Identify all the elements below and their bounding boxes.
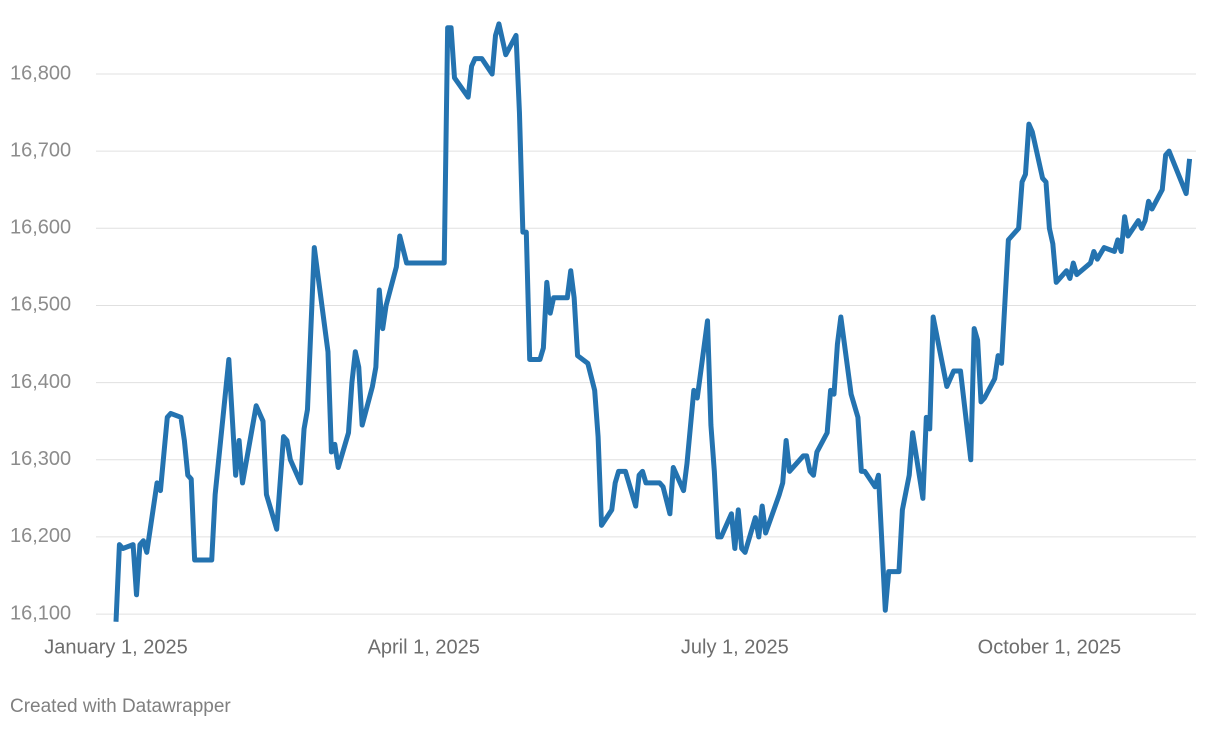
plot [113,21,1193,622]
x-tick-label: October 1, 2025 [978,636,1121,658]
y-tick-label: 16,700 [10,139,71,161]
y-tick-label: 16,800 [10,62,71,84]
y-tick-label: 16,300 [10,448,71,470]
grid: 16,100 16,200 16,300 16,400 16,500 16,600 16,7… [10,62,1196,658]
y-tick-label: 16,100 [10,602,71,624]
line [113,21,1193,622]
y-tick-label: 16,500 [10,294,71,316]
credit: Created with Datawrapper [10,696,231,717]
y-tick-label: 16,600 [10,217,71,239]
y-tick-label: 16,200 [10,525,71,547]
y-tick-label: 16,400 [10,371,71,393]
x-tick-label: January 1, 2025 [44,636,187,658]
x-tick-label: April 1, 2025 [368,636,480,658]
x-tick-label: July 1, 2025 [681,636,789,658]
